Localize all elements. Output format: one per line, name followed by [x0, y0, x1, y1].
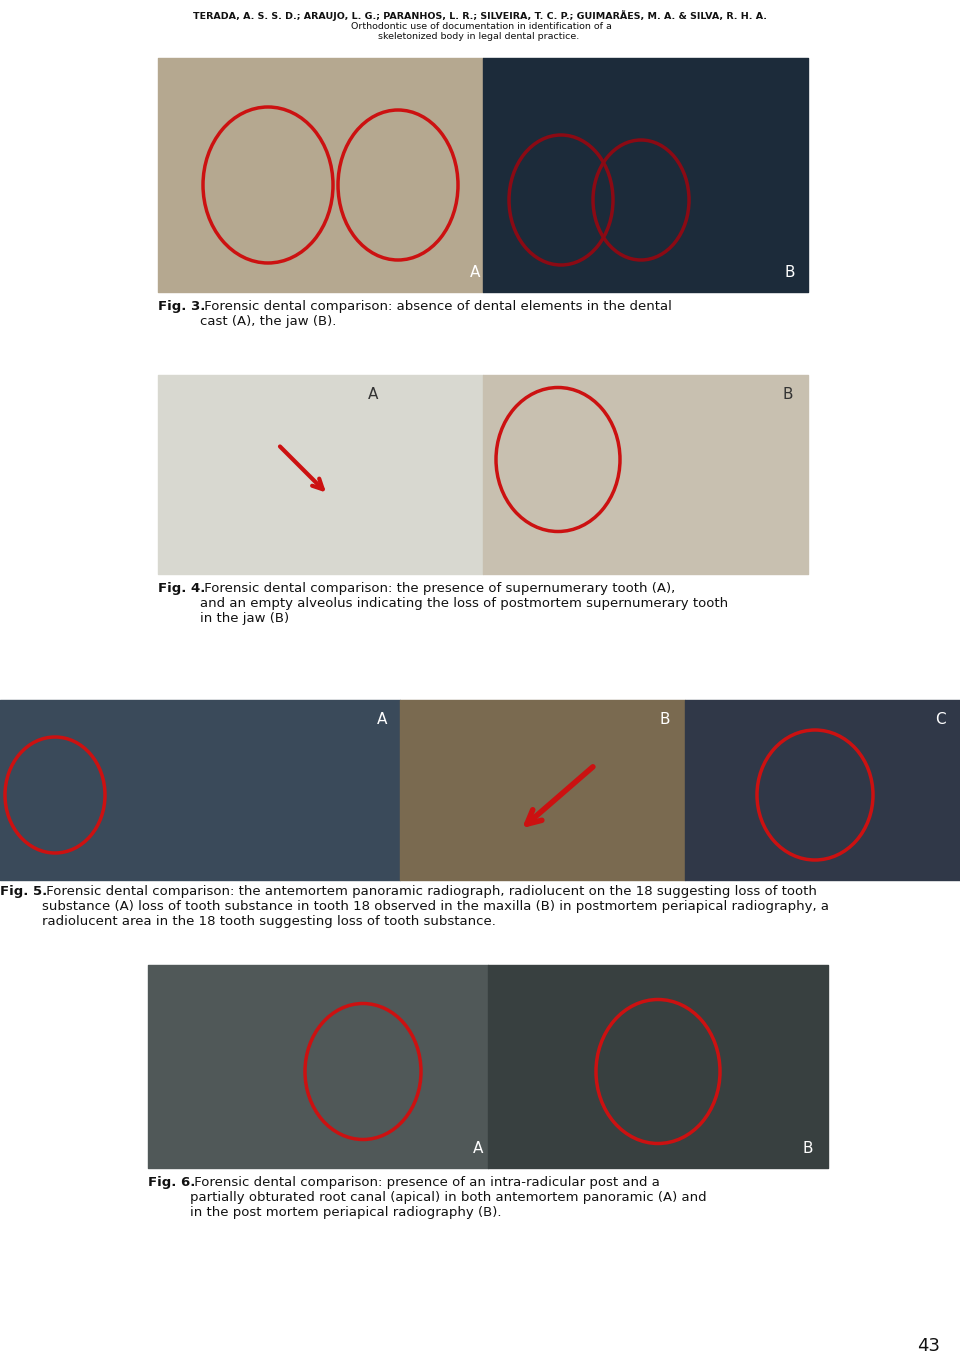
- Text: B: B: [784, 265, 795, 280]
- Text: Fig. 4.: Fig. 4.: [158, 583, 205, 595]
- Text: Fig. 5.: Fig. 5.: [0, 886, 47, 898]
- Text: B: B: [803, 1141, 813, 1156]
- Text: Fig. 6.: Fig. 6.: [148, 1176, 196, 1189]
- Text: Fig. 3.: Fig. 3.: [158, 300, 205, 313]
- Text: 43: 43: [917, 1337, 940, 1355]
- Text: skeletonized body in legal dental practice.: skeletonized body in legal dental practi…: [378, 32, 582, 41]
- Text: Forensic dental comparison: presence of an intra-radicular post and a
partially : Forensic dental comparison: presence of …: [190, 1176, 707, 1219]
- Text: A: A: [469, 265, 480, 280]
- Text: A: A: [377, 712, 387, 727]
- Text: A: A: [473, 1141, 483, 1156]
- Text: Forensic dental comparison: the antemortem panoramic radiograph, radiolucent on : Forensic dental comparison: the antemort…: [42, 886, 829, 928]
- Text: B: B: [782, 387, 793, 402]
- Text: B: B: [660, 712, 670, 727]
- Text: A: A: [368, 387, 378, 402]
- Text: TERADA, A. S. S. D.; ARAUJO, L. G.; PARANHOS, L. R.; SILVEIRA, T. C. P.; GUIMARÃ: TERADA, A. S. S. D.; ARAUJO, L. G.; PARA…: [193, 10, 767, 21]
- Text: Forensic dental comparison: absence of dental elements in the dental
cast (A), t: Forensic dental comparison: absence of d…: [200, 300, 672, 328]
- Text: C: C: [935, 712, 946, 727]
- Text: Orthodontic use of documentation in identification of a: Orthodontic use of documentation in iden…: [348, 22, 612, 32]
- Text: Forensic dental comparison: the presence of supernumerary tooth (A),
and an empt: Forensic dental comparison: the presence…: [200, 583, 728, 625]
